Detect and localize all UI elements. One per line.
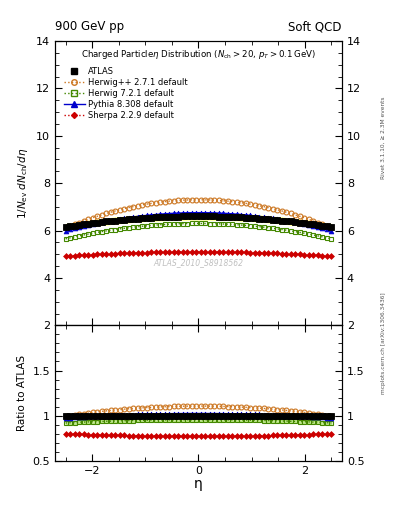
- Text: mcplots.cern.ch [arXiv:1306.3436]: mcplots.cern.ch [arXiv:1306.3436]: [381, 292, 386, 394]
- Text: Soft QCD: Soft QCD: [288, 20, 342, 33]
- Y-axis label: $1/N_\mathrm{ev}\;dN_\mathrm{ch}/d\eta$: $1/N_\mathrm{ev}\;dN_\mathrm{ch}/d\eta$: [17, 147, 31, 219]
- Y-axis label: Ratio to ATLAS: Ratio to ATLAS: [17, 355, 27, 431]
- Text: Rivet 3.1.10, ≥ 2.3M events: Rivet 3.1.10, ≥ 2.3M events: [381, 97, 386, 180]
- Text: 900 GeV pp: 900 GeV pp: [55, 20, 124, 33]
- Text: ATLAS_2010_S8918562: ATLAS_2010_S8918562: [153, 258, 244, 267]
- Legend: ATLAS, Herwig++ 2.7.1 default, Herwig 7.2.1 default, Pythia 8.308 default, Sherp: ATLAS, Herwig++ 2.7.1 default, Herwig 7.…: [62, 65, 189, 122]
- X-axis label: η: η: [194, 477, 203, 491]
- Text: Charged Particle$\eta$ Distribution $(N_\mathrm{ch} > 20,\, p_T > 0.1\,\mathrm{G: Charged Particle$\eta$ Distribution $(N_…: [81, 48, 316, 61]
